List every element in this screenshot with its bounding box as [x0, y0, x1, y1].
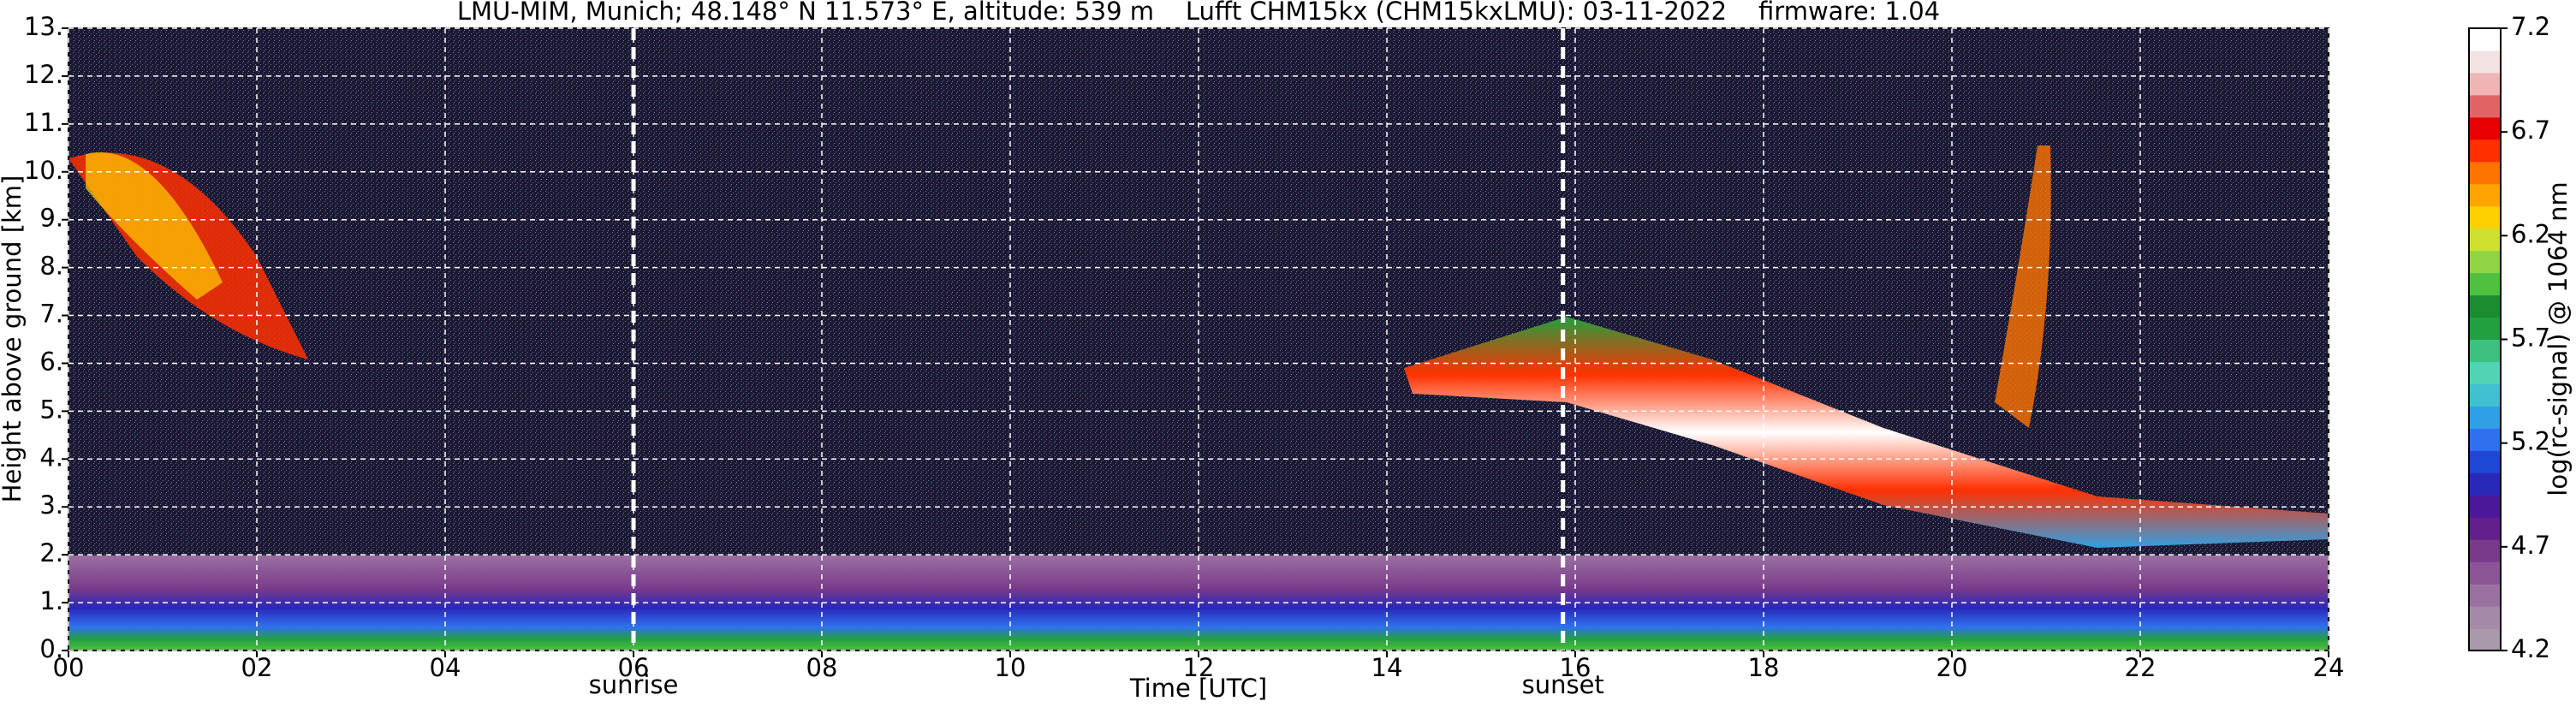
colorbar-tick-label: 7.2 [2511, 12, 2550, 41]
colorbar-swatch [2469, 406, 2501, 429]
y-tick-label: 10. [24, 156, 63, 185]
y-tick-label: 9. [39, 204, 63, 233]
colorbar-swatch [2469, 50, 2501, 74]
x-tick-label: 04 [430, 653, 461, 682]
y-tick-label: 1. [39, 586, 63, 615]
colorbar-tick-label: 6.2 [2511, 219, 2550, 248]
colorbar-swatch [2469, 606, 2501, 629]
colorbar-swatch [2469, 428, 2501, 451]
colorbar-tick-label: 4.7 [2511, 531, 2550, 560]
y-tick-label: 12. [24, 60, 63, 89]
chart-title: LMU-MIM, Munich; 48.148° N 11.573° E, al… [457, 0, 1940, 26]
x-tick-label: 08 [806, 653, 838, 682]
x-tick-label: 20 [1936, 653, 1968, 682]
y-tick-label: 11. [24, 108, 63, 137]
cloud-band [1404, 317, 2329, 548]
x-tick-label: 24 [2313, 653, 2345, 682]
colorbar-swatch [2469, 361, 2501, 384]
cloud-plume [1995, 146, 2051, 428]
colorbar-tick-label: 5.2 [2511, 427, 2550, 456]
cirrus-cloud [86, 152, 223, 300]
x-tick-label: 22 [2125, 653, 2157, 682]
colorbar-swatch [2469, 72, 2501, 96]
x-tick-label: 12 [1183, 653, 1215, 682]
colorbar-swatch [2469, 495, 2501, 518]
y-tick-label: 13. [24, 12, 63, 41]
colorbar-label: log(rc-signal) @ 1064 nm [2543, 181, 2573, 496]
y-tick-label: 4. [39, 443, 63, 472]
x-tick-label: 10 [995, 653, 1026, 682]
x-tick-label: 02 [241, 653, 273, 682]
x-tick-label: 14 [1371, 653, 1403, 682]
colorbar-swatch [2469, 161, 2501, 185]
y-tick-label: 7. [39, 300, 63, 329]
colorbar-swatch [2469, 294, 2501, 318]
colorbar-swatch [2469, 539, 2501, 562]
colorbar-tick-label: 4.2 [2511, 634, 2550, 663]
colorbar-swatch [2469, 628, 2501, 651]
colorbar-swatch [2469, 450, 2501, 473]
x-axis-label: Time [UTC] [1129, 674, 1267, 703]
colorbar-swatch [2469, 139, 2501, 163]
colorbar-swatch [2469, 116, 2501, 140]
colorbar-swatch [2469, 272, 2501, 296]
colorbar-swatch [2469, 517, 2501, 540]
colorbar-swatch [2469, 28, 2501, 51]
x-tick-label: 06 [618, 653, 650, 682]
colorbar-swatch [2469, 183, 2501, 207]
colorbar-swatch [2469, 472, 2501, 496]
colorbar-swatch [2469, 205, 2501, 229]
x-tick-label: 00 [53, 653, 85, 682]
y-tick-label: 2. [39, 538, 63, 567]
colorbar-swatch [2469, 339, 2501, 362]
colorbar-swatch [2469, 584, 2501, 607]
x-tick-label: 18 [1748, 653, 1780, 682]
y-tick-label: 8. [39, 252, 63, 281]
colorbar-tick-label: 5.7 [2511, 324, 2550, 353]
colorbar-swatch [2469, 228, 2501, 252]
annotation-label: sunset [1522, 670, 1604, 699]
y-tick-label: 3. [39, 490, 63, 520]
y-axis-label: Height above ground [km] [0, 175, 27, 503]
colorbar-swatch [2469, 317, 2501, 340]
annotation-label: sunrise [589, 670, 679, 699]
colorbar-swatch [2469, 561, 2501, 585]
colorbar-swatch [2469, 383, 2501, 407]
colorbar-tick-label: 6.7 [2511, 116, 2550, 145]
y-tick-label: 5. [39, 395, 63, 424]
y-tick-label: 0. [39, 634, 63, 663]
colorbar-swatch [2469, 94, 2501, 118]
y-tick-label: 6. [39, 347, 63, 376]
colorbar-swatch [2469, 250, 2501, 274]
x-tick-label: 16 [1560, 653, 1591, 682]
